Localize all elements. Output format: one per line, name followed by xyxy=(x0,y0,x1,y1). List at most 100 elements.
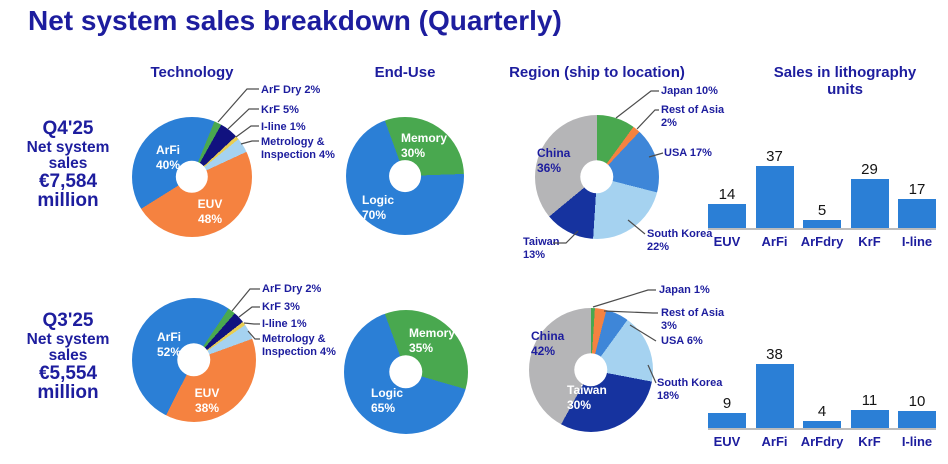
callout-q4-taiwan: Taiwan 13% xyxy=(523,236,560,261)
leader-line xyxy=(227,108,259,130)
callout-q3-south-korea: South Korea 18% xyxy=(657,377,723,402)
callout-q3-rest-of-asia: Rest of Asia 3% xyxy=(661,307,725,332)
bar-category-label: EUV xyxy=(713,234,741,249)
bar-category-label: EUV xyxy=(713,434,741,449)
leader-line xyxy=(592,289,656,308)
bar xyxy=(898,411,936,428)
bar-value-label: 9 xyxy=(722,394,732,412)
bar xyxy=(850,179,889,228)
leader-line xyxy=(615,90,659,119)
bar xyxy=(803,219,841,228)
callout-q3-japan: Japan 1% xyxy=(659,284,710,296)
q3-sales-label: Net system sales xyxy=(26,331,110,364)
pie-q3-technology xyxy=(132,298,256,422)
bar-column: 9 EUV xyxy=(708,344,746,449)
donut-hole xyxy=(175,160,209,194)
bar-column: 10 I-line xyxy=(898,344,936,449)
leader-line xyxy=(238,306,260,318)
bar-column: 11 KrF xyxy=(850,344,889,449)
column-header-end-use: End-Use xyxy=(374,64,436,81)
bar-category-label: I-line xyxy=(901,434,933,449)
bar xyxy=(708,204,746,228)
callout-q3-i-line: I-line 1% xyxy=(262,318,307,330)
callout-q4-japan: Japan 10% xyxy=(661,85,718,97)
pie-q3-end-use xyxy=(344,310,468,434)
callout-q4-arf-dry: ArF Dry 2% xyxy=(261,84,321,96)
bar-chart-q3-units: 9 EUV 38 ArFi 4 ArFdry 11 KrF 10 I-line xyxy=(708,344,936,449)
callout-q4-krf: KrF 5% xyxy=(261,104,299,116)
column-header-technology: Technology xyxy=(150,64,234,81)
q3-quarter: Q3'25 xyxy=(42,310,94,331)
column-header-region: Region (ship to location) xyxy=(509,64,685,81)
q4-quarter: Q4'25 xyxy=(42,118,94,139)
bar-value-label: 10 xyxy=(908,393,926,411)
callout-q3-metrology: Metrology & Inspection 4% xyxy=(262,333,336,358)
leader-line xyxy=(231,288,260,312)
donut-hole xyxy=(580,160,614,194)
slice-label-q3-memory: Memory 35% xyxy=(409,326,456,355)
slice-label-q3-china: China 42% xyxy=(531,329,565,358)
bar-column: 5 ArFdry xyxy=(801,144,844,249)
slice-label-q4-logic: Logic 70% xyxy=(362,193,394,222)
bar-value-label: 14 xyxy=(718,186,736,204)
callout-q3-arf-dry: ArF Dry 2% xyxy=(262,283,322,295)
bar xyxy=(755,364,794,428)
slice-label-q3-taiwan: Taiwan 30% xyxy=(567,383,607,412)
pie-q4-end-use xyxy=(346,117,464,235)
q4-sales-value: €7,584 million xyxy=(37,171,99,211)
bar-category-label: I-line xyxy=(901,234,933,249)
slice-label-q3-arfi: ArFi 52% xyxy=(156,330,182,359)
donut-hole xyxy=(177,343,211,377)
callout-q4-metrology: Metrology & Inspection 4% xyxy=(261,136,335,161)
callout-q4-south-korea: South Korea 22% xyxy=(647,228,713,253)
leader-line xyxy=(240,140,259,145)
bar xyxy=(898,199,936,228)
bar-chart-q4-units: 14 EUV 37 ArFi 5 ArFdry 29 KrF 17 I-line xyxy=(708,144,936,249)
bar-category-label: ArFi xyxy=(761,234,788,249)
callout-q4-i-line: I-line 1% xyxy=(261,121,306,133)
bar-value-label: 29 xyxy=(861,161,878,179)
callout-q3-usa: USA 6% xyxy=(661,335,703,347)
bar-value-label: 38 xyxy=(766,346,783,364)
pie-q4-region xyxy=(535,115,659,239)
slice-label-q4-memory: Memory 30% xyxy=(401,131,448,160)
bar xyxy=(708,412,746,428)
slice-label-q4-arfi: ArFi 40% xyxy=(155,143,181,172)
bar xyxy=(755,165,794,228)
pie-q3-region xyxy=(529,308,653,432)
q4-row-label: Q4'25 Net system sales €7,584 million xyxy=(6,118,130,210)
callout-q4-usa: USA 17% xyxy=(664,147,712,159)
leader-line xyxy=(243,322,260,325)
bar xyxy=(850,409,889,428)
bar-column: 38 ArFi xyxy=(755,344,794,449)
bar-value-label: 4 xyxy=(817,403,827,421)
bar-column: 4 ArFdry xyxy=(801,344,844,449)
bar-category-label: ArFdry xyxy=(800,234,844,249)
slice-label-q3-euv: EUV 38% xyxy=(194,386,220,415)
q3-sales-value: €5,554 million xyxy=(37,363,99,403)
leader-line xyxy=(636,109,659,130)
bar-category-label: KrF xyxy=(858,234,881,249)
slice-label-q3-logic: Logic 65% xyxy=(371,386,403,415)
column-header-units: Sales in lithography units xyxy=(773,64,917,99)
q4-sales-label: Net system sales xyxy=(26,139,110,172)
callout-q4-rest-of-asia: Rest of Asia 2% xyxy=(661,104,725,129)
donut-hole xyxy=(389,355,423,389)
bar-category-label: ArFi xyxy=(761,434,788,449)
bar-value-label: 11 xyxy=(861,391,878,409)
bar-column: 17 I-line xyxy=(898,144,936,249)
leader-line xyxy=(235,125,259,138)
bar-category-label: KrF xyxy=(858,434,881,449)
donut-hole xyxy=(389,160,421,192)
leader-line xyxy=(217,88,259,123)
bar-column: 29 KrF xyxy=(850,144,889,249)
bar xyxy=(803,421,841,428)
callout-q3-krf: KrF 3% xyxy=(262,301,300,313)
slice-label-q4-china: China 36% xyxy=(537,146,571,175)
bar-value-label: 37 xyxy=(766,147,783,165)
bar-value-label: 17 xyxy=(908,181,926,199)
bar-column: 14 EUV xyxy=(708,144,746,249)
donut-hole xyxy=(574,353,608,387)
q3-row-label: Q3'25 Net system sales €5,554 million xyxy=(6,310,130,402)
